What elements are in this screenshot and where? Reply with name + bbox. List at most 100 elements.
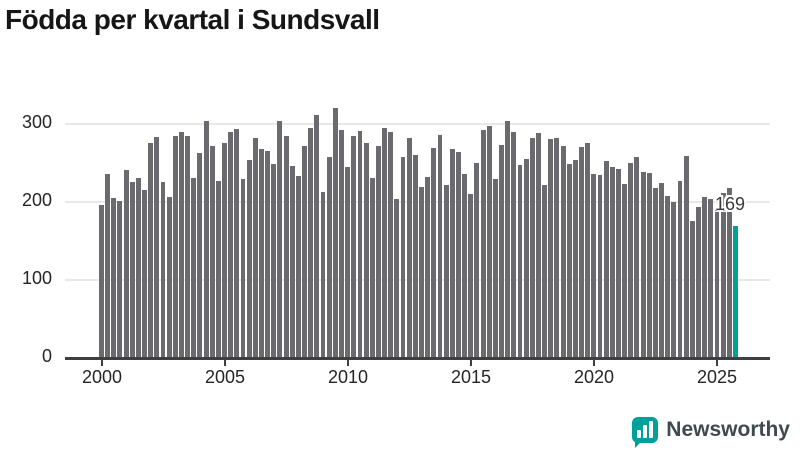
bar xyxy=(462,173,468,358)
bar xyxy=(480,130,486,358)
bar xyxy=(345,166,351,358)
x-tick-2025 xyxy=(716,360,718,366)
bar xyxy=(517,165,523,358)
bar xyxy=(148,142,154,358)
bar xyxy=(486,126,492,358)
bar xyxy=(579,147,584,358)
bar xyxy=(135,178,141,358)
x-label-2015: 2015 xyxy=(450,367,492,387)
bar xyxy=(443,184,449,358)
bar xyxy=(554,137,560,358)
bar xyxy=(326,156,332,358)
y-tick-0: 0 xyxy=(41,346,52,366)
brand-name: Newsworthy xyxy=(666,418,790,441)
bar xyxy=(499,144,504,358)
bar xyxy=(652,187,658,358)
x-tick-2015 xyxy=(470,360,472,366)
bar xyxy=(437,134,443,358)
bar xyxy=(234,129,240,358)
bar xyxy=(203,121,209,358)
y-tick-300: 300 xyxy=(21,112,52,132)
bar xyxy=(634,156,640,358)
bar xyxy=(117,201,123,358)
bar xyxy=(511,132,517,358)
bar xyxy=(240,179,246,358)
bar xyxy=(160,182,166,358)
bar xyxy=(702,197,708,358)
x-label-2005: 2005 xyxy=(204,367,246,387)
bar xyxy=(259,148,264,358)
bar xyxy=(252,137,258,358)
bar xyxy=(382,128,388,358)
x-label-2020: 2020 xyxy=(573,367,615,387)
bar xyxy=(603,161,609,358)
bar xyxy=(363,142,369,358)
logo-bars-glyph xyxy=(632,421,658,438)
bar xyxy=(622,183,628,358)
bar xyxy=(400,157,406,358)
bar-highlight xyxy=(732,226,738,358)
bar xyxy=(215,180,221,358)
bar xyxy=(265,151,271,358)
bar xyxy=(591,173,597,358)
bar xyxy=(222,143,227,358)
bar xyxy=(228,132,234,358)
bar xyxy=(295,176,301,358)
bar xyxy=(289,165,295,358)
bar xyxy=(277,120,283,358)
bar xyxy=(572,160,578,358)
bar xyxy=(357,130,363,358)
last-value-label: 169 xyxy=(714,194,746,214)
bar xyxy=(548,139,554,358)
bar xyxy=(369,178,375,358)
bar xyxy=(191,177,197,358)
bar-chart-speech-bubble-icon xyxy=(632,417,659,448)
bar xyxy=(677,180,683,358)
bar xyxy=(597,175,603,358)
bar xyxy=(492,179,498,358)
bar xyxy=(209,146,215,358)
y-tick-200: 200 xyxy=(21,190,52,210)
bar xyxy=(406,137,412,358)
bar xyxy=(388,132,394,358)
bar xyxy=(455,151,461,358)
bar xyxy=(646,172,652,358)
bar xyxy=(302,146,307,358)
x-tick-2020 xyxy=(593,360,595,366)
bar xyxy=(720,193,726,358)
bar xyxy=(425,176,431,358)
bar xyxy=(332,108,338,358)
bar xyxy=(308,128,314,358)
bar xyxy=(449,148,455,358)
bar xyxy=(474,162,480,358)
bar xyxy=(394,198,400,358)
newsworthy-logo[interactable]: Newsworthy xyxy=(632,417,790,448)
bar xyxy=(129,181,135,358)
bar xyxy=(105,173,111,358)
bar xyxy=(714,208,720,358)
bar xyxy=(689,220,695,358)
bar xyxy=(375,145,381,358)
bar xyxy=(412,155,418,358)
bar xyxy=(314,115,320,358)
bar xyxy=(560,145,566,358)
bar xyxy=(99,204,104,358)
x-label-2010: 2010 xyxy=(327,367,369,387)
bar xyxy=(431,148,437,358)
bar xyxy=(154,137,160,358)
x-label-2025: 2025 xyxy=(696,367,738,387)
bar xyxy=(179,131,184,358)
bar xyxy=(172,136,178,358)
speech-bubble-tail xyxy=(635,441,643,448)
bar xyxy=(468,194,474,358)
bar xyxy=(696,206,701,358)
bar xyxy=(683,155,689,358)
bar xyxy=(609,166,615,358)
bar xyxy=(271,164,277,358)
bar xyxy=(166,197,172,358)
x-label-2000: 2000 xyxy=(81,367,123,387)
bar xyxy=(419,187,424,358)
bar xyxy=(320,191,326,358)
bar xyxy=(628,162,634,358)
